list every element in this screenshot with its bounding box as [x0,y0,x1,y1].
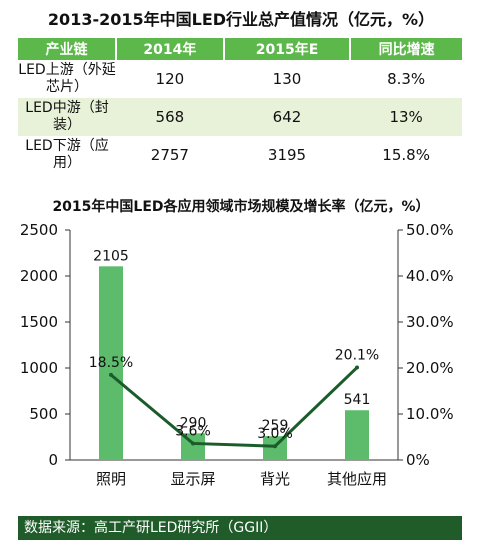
y2-tick-label: 20.0% [406,359,454,377]
bar-value-label: 2105 [93,248,129,264]
source-footer: 数据来源：高工产研LED研究所（GGII） [18,516,462,540]
bar [99,266,123,460]
growth-point [273,444,277,449]
value-2015: 130 [223,60,351,98]
x-tick-label: 照明 [96,470,126,488]
growth-point [191,441,195,446]
growth-rate: 13% [350,98,462,136]
value-2015: 642 [223,98,351,136]
table-title: 2013-2015年中国LED行业总产值情况（亿元，%） [47,10,435,29]
growth-point [355,365,359,370]
growth-point [109,372,113,377]
value-2014: 2757 [116,136,224,174]
x-tick-label: 显示屏 [170,470,215,488]
y2-tick-label: 50.0% [406,221,454,239]
growth-value-label: 3.0% [257,426,293,442]
value-2015: 3195 [223,136,351,174]
bar-value-label: 290 [180,415,207,431]
x-tick-label: 背光 [260,470,290,488]
y-tick-label: 0 [48,451,58,469]
table-row: LED中游（封装） 568 642 13% [18,98,462,136]
y-tick-label: 2500 [20,221,58,239]
x-tick-label: 其他应用 [327,470,387,488]
y-tick-label: 1000 [20,359,58,377]
table-header-row: 产业链 2014年 2015年E 同比增速 [18,38,462,60]
growth-value-label: 18.5% [89,355,133,371]
y-tick-label: 2000 [20,267,58,285]
growth-value-label: 20.1% [335,348,379,364]
table-row: LED上游（外延芯片） 120 130 8.3% [18,60,462,98]
y2-tick-label: 40.0% [406,267,454,285]
header-cell: 2014年 [116,38,225,60]
table-row: LED下游（应用） 2757 3195 15.8% [18,136,462,174]
bar-value-label: 541 [344,392,371,408]
header-cell: 产业链 [18,38,117,60]
y-tick-label: 1500 [20,313,58,331]
bar-value-label: 259 [262,418,289,434]
bar [345,410,369,460]
output-value-table: 产业链 2014年 2015年E 同比增速 LED上游（外延芯片） 120 13… [18,38,462,174]
growth-rate: 8.3% [350,60,462,98]
row-label: LED下游（应用） [18,136,116,174]
y2-tick-label: 0% [406,451,430,469]
chart-title: 2015年中国LED各应用领域市场规模及增长率（亿元，%） [52,199,430,215]
header-cell: 同比增速 [350,38,462,60]
value-2014: 568 [116,98,224,136]
row-label: LED中游（封装） [18,98,116,136]
header-cell: 2015年E [223,38,352,60]
growth-rate: 15.8% [350,136,462,174]
growth-line [110,366,359,448]
y2-tick-label: 30.0% [406,313,454,331]
value-2014: 120 [116,60,224,98]
growth-value-label: 3.6% [175,423,211,439]
y2-tick-label: 10.0% [406,405,454,423]
y-tick-label: 500 [29,405,58,423]
row-label: LED上游（外延芯片） [18,60,116,98]
market-size-chart: 0 500 1000 1500 2000 2500 0% 10.0% 20.0% 30.0% 40.… [20,221,454,488]
